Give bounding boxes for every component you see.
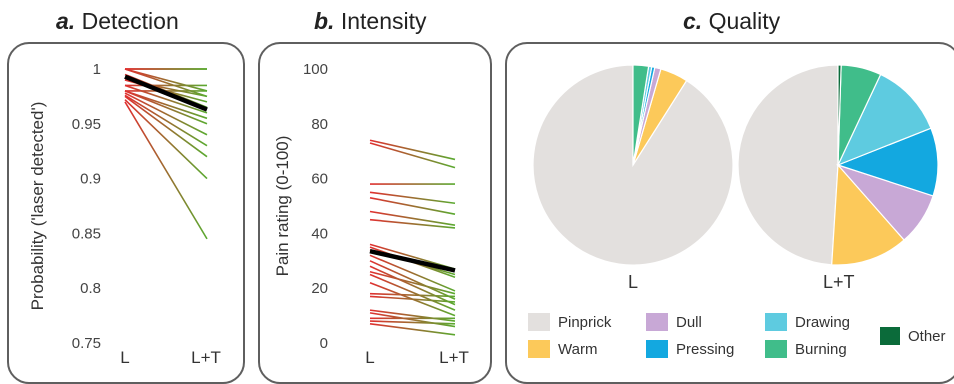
panel-b-subject-line [369,295,456,303]
panel-c-letter: c. [683,8,703,34]
panel-a-subject-line [124,94,208,147]
panel-b-subject-line [369,323,456,336]
legend-swatch-other [880,327,900,345]
pie-lt-slice-other [837,64,842,166]
panel-b-subject-line [369,309,456,322]
panel-b-subject-line [369,191,456,205]
panel-b-subject-line [369,218,456,229]
panel-a-subject-line [124,99,208,180]
panel-b-ylabel: Pain rating (0-100) [273,136,292,277]
panel-a-subject-line [124,68,208,92]
panel-a-subject-line [124,68,208,98]
legend-swatch-pinprick [528,313,550,331]
legend-item-pinprick: Pinprick [528,313,611,331]
panel-a-ytick-0: 0.75 [72,335,101,352]
panel-a-subject-line [124,101,208,240]
legend-swatch-pressing [646,340,668,358]
panel-a-subject-line [124,95,208,158]
panel-b-subject-line [369,142,456,169]
panel-a-xtick-0: L [120,348,129,367]
legend-swatch-warm [528,340,550,358]
legend-label-pressing: Pressing [676,340,735,358]
legend-item-dull: Dull [646,313,702,331]
legend-item-pressing: Pressing [646,340,734,358]
panel-b-ytick-5: 100 [303,61,328,78]
panel-b-subject-line [369,254,456,292]
panel-c-name: Quality [708,8,781,34]
legend-swatch-dull [646,313,668,331]
legend-label-pinprick: Pinprick [558,313,612,331]
panel-a-ytick-4: 0.95 [72,116,101,133]
panel-b-xtick-0: L [365,348,374,367]
panel-b-name: Intensity [340,8,427,34]
panel-b-title: b. Intensity [314,8,427,35]
panel-b-ytick-3: 60 [311,171,328,188]
panel-b-subject-line [369,312,456,328]
pie-lt-slice-pinprick [737,64,839,266]
legend-label-other: Other [908,327,946,345]
panel-a-subject-line [124,90,208,120]
panel-b-subject-line [369,265,456,306]
legend-item-other: Other [880,327,946,345]
panel-a-ylabel: Probability ('laser detected') [28,102,47,311]
panel-b-subject-line [369,196,456,216]
panel-a-letter: a. [56,8,76,34]
panel-a-ytick-2: 0.85 [72,225,101,242]
panel-b-mean-line [369,249,456,273]
legend-swatch-drawing [765,313,787,331]
legend-item-burning: Burning [765,340,847,358]
panel-a-ytick-5: 1 [93,61,101,78]
legend-label-burning: Burning [795,340,847,358]
pie-lt-label: L+T [823,272,855,292]
pie-lt-slice-warm [831,163,905,266]
panel-b-subject-line [369,320,456,325]
pie-l-slice-burning [632,64,650,166]
pie-lt-slice-pressing [836,127,939,197]
panel-b-xtick-1: L+T [439,348,469,367]
panel-a-xtick-1: L+T [191,348,221,367]
panel-a-subject-line [124,92,208,136]
panel-b-subject-line [369,292,456,298]
legend-item-drawing: Drawing [765,313,850,331]
panel-a-ytick-3: 0.9 [80,171,101,188]
panel-a-ytick-1: 0.8 [80,280,101,297]
panel-a-subject-line [124,84,208,114]
legend-item-warm: Warm [528,340,597,358]
panel-b-subject-line [369,270,456,295]
pie-lt-slice-drawing [836,73,932,167]
panel-a-subject-line [124,90,208,125]
panel-b-letter: b. [314,8,335,34]
panel-b-subject-line [369,139,456,161]
panel-a-title: a. Detection [56,8,179,35]
legend-label-warm: Warm [558,340,598,358]
panel-b-subject-line [369,210,456,226]
panel-b-ytick-1: 20 [311,280,328,297]
panel-b-subject-line [369,260,456,300]
legend-label-drawing: Drawing [795,313,851,331]
panel-a-name: Detection [81,8,179,34]
panel-b-ytick-2: 40 [311,225,328,242]
panel-c-title: c. Quality [683,8,780,35]
panel-a-mean-line [124,74,208,112]
legend-label-dull: Dull [676,313,702,331]
legend-swatch-burning [765,340,787,358]
panel-b-ytick-0: 0 [320,335,328,352]
pie-l-label: L [628,272,639,292]
panel-b-subject-line [369,273,456,311]
panel-b-ytick-4: 80 [311,116,328,133]
